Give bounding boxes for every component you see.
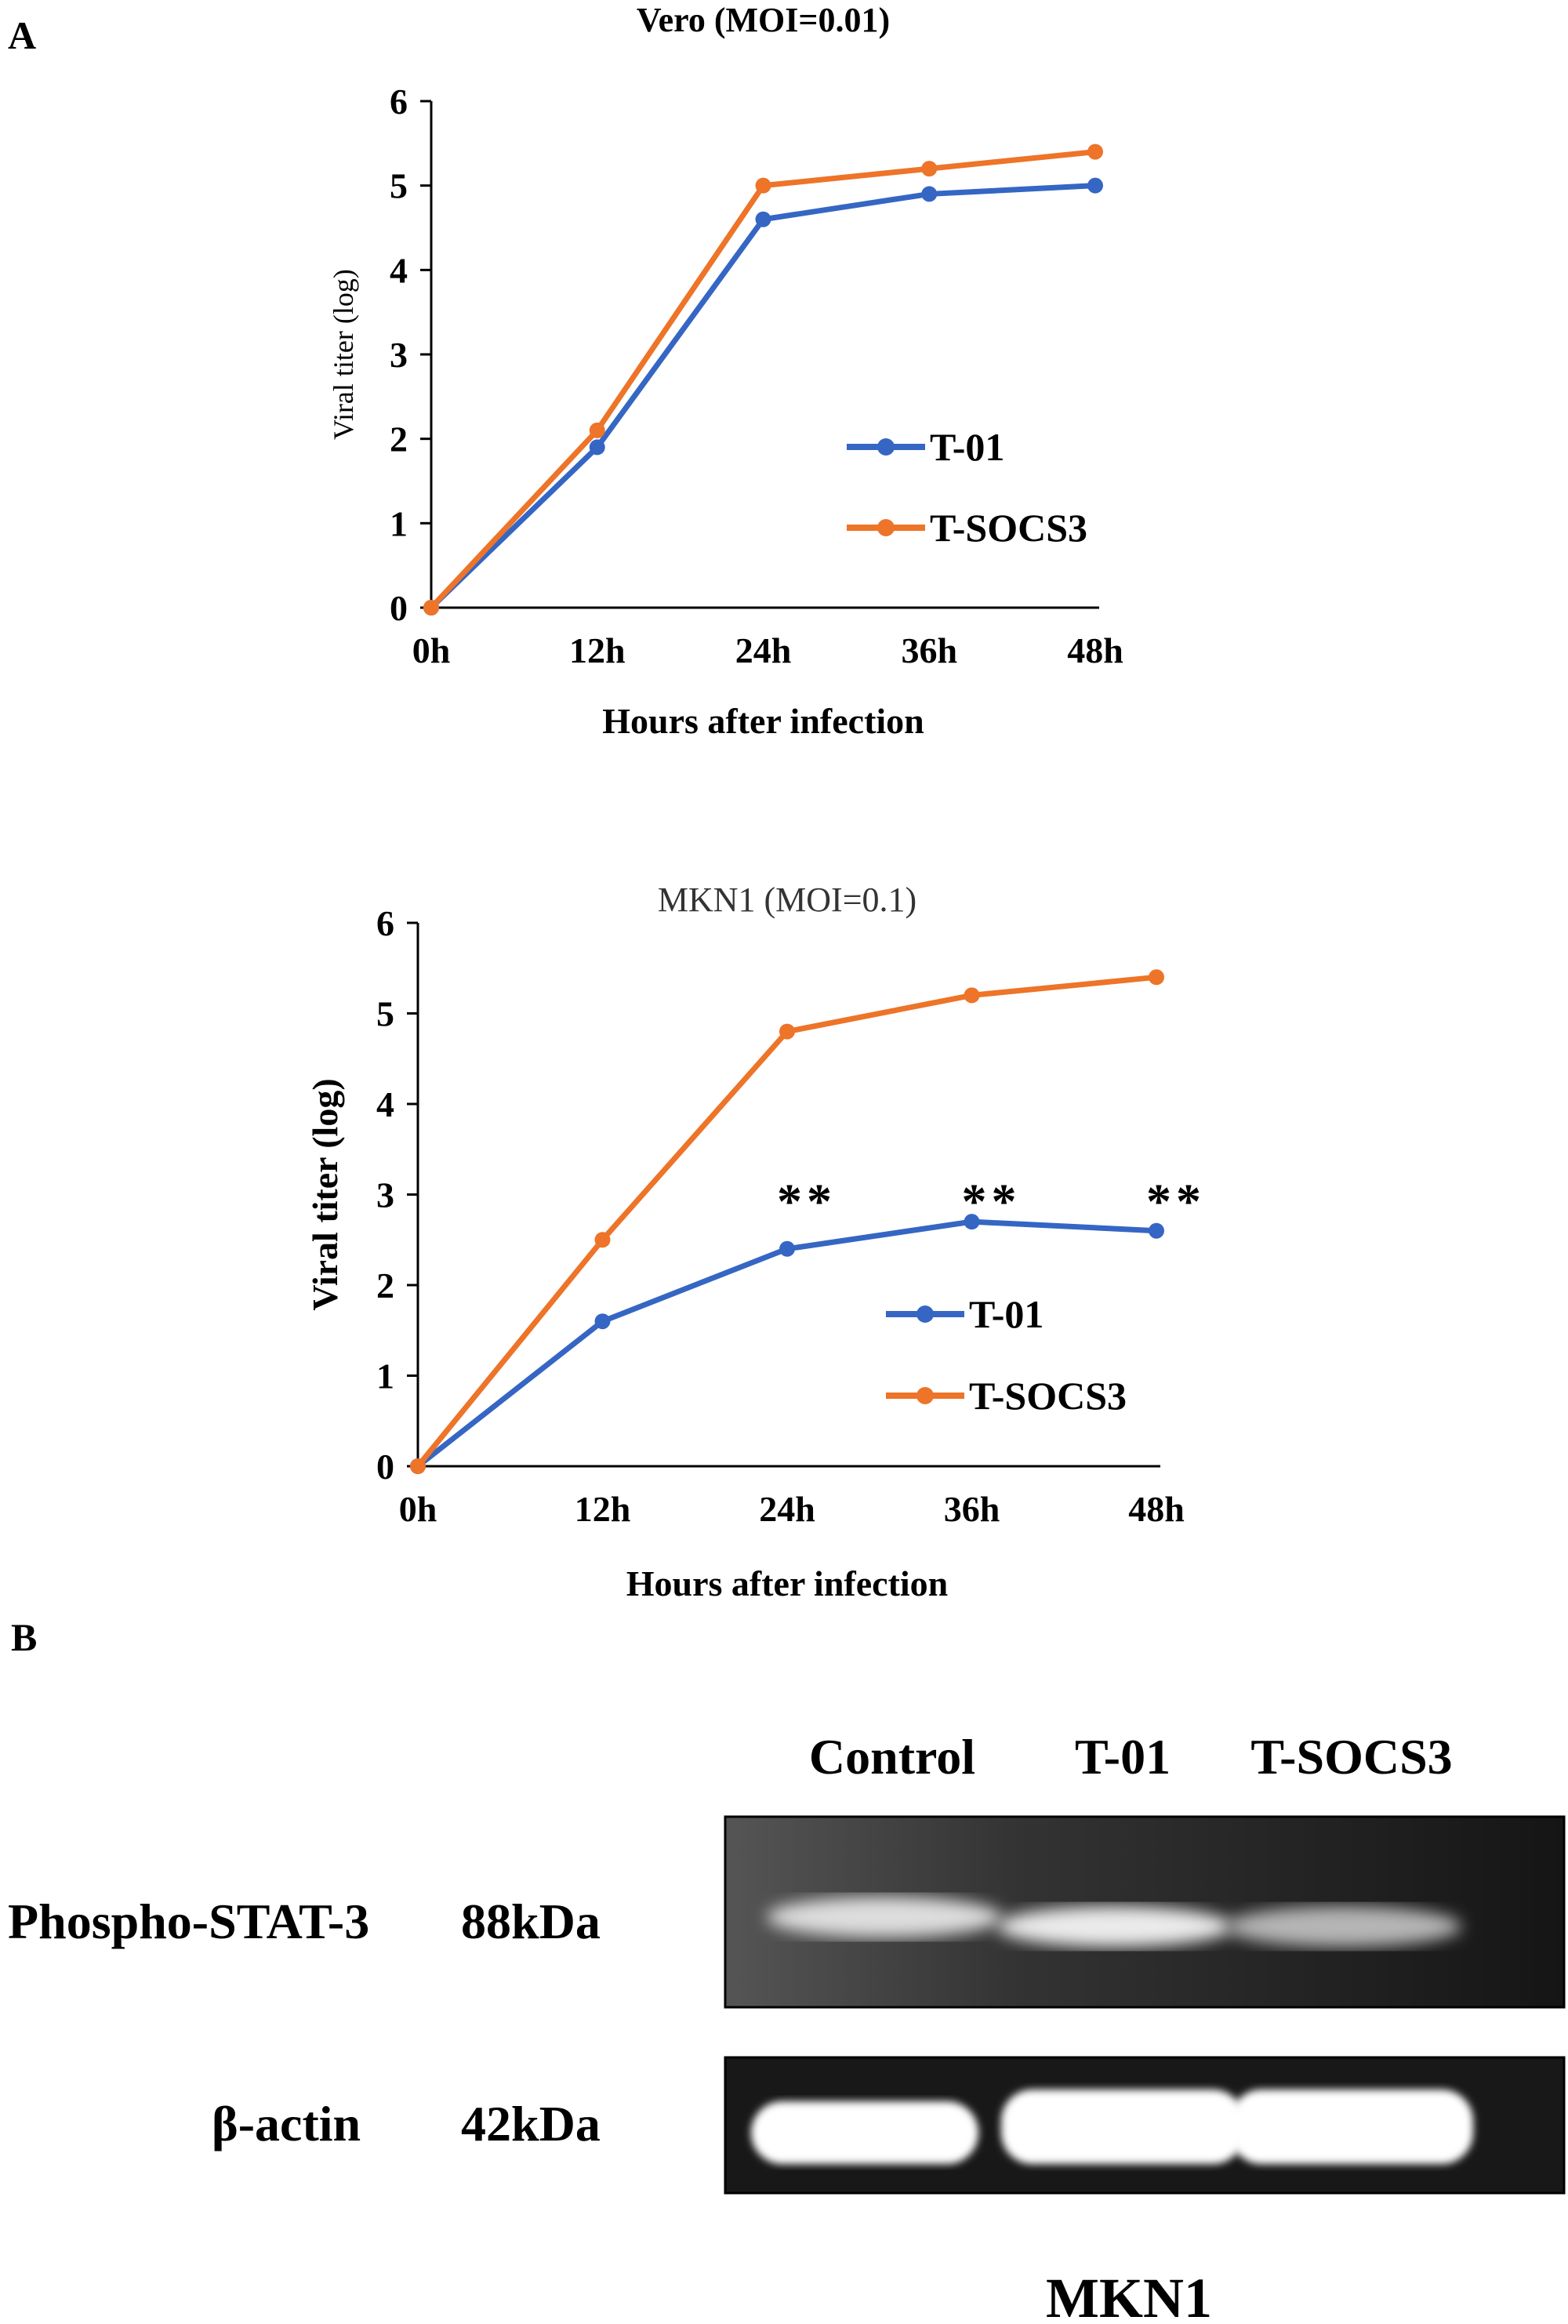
y-tick-label: 5 [376,994,394,1034]
data-point [921,186,938,202]
x-tick-label: 48h [1067,630,1123,670]
blot-bactin [724,2056,1566,2195]
y-tick-label: 1 [390,503,408,543]
y-tick-label: 0 [376,1447,394,1487]
y-tick-label: 2 [390,419,408,459]
x-tick-label: 48h [1128,1489,1185,1529]
legend-label: T-SOCS3 [930,506,1087,550]
legend-label: T-01 [969,1292,1044,1336]
data-point [755,177,771,194]
chart-mkn1: MKN1 (MOI=0.1) 0 1 2 3 4 5 6 0h 12h 24h 36h 48h Hours… [305,881,1206,1603]
lane-label-t01: T-01 [1075,1729,1171,1785]
legend-marker [877,519,895,536]
blot-pstat3 [724,1815,1566,2009]
x-tick-label: 36h [944,1489,1000,1529]
y-tick-label: 4 [390,250,408,290]
band-pstat3 [997,1906,1232,1947]
lane-label-control: Control [809,1729,975,1785]
y-tick-label: 6 [390,82,408,122]
chart-title: MKN1 (MOI=0.1) [658,881,916,919]
legend-marker [916,1387,934,1404]
y-tick-label: 1 [376,1356,394,1396]
data-point [964,987,980,1004]
data-point [594,1313,611,1330]
panel-label-b: B [11,1615,37,1659]
y-tick-label: 3 [390,335,408,375]
band-pstat3 [767,1897,1002,1937]
band-bactin [1001,2090,1244,2164]
significance-marker: ** [777,1174,837,1229]
legend-marker [877,438,895,456]
data-point [964,1214,980,1230]
x-axis-label: Hours after infection [626,1563,949,1603]
chart-title: Vero (MOI=0.01) [637,1,890,39]
panel-label-a: A [8,13,36,57]
data-point [1149,969,1164,986]
band-bactin [751,2101,978,2164]
western-blot: Control T-01 T-SOCS3 Phospho-STAT-3 88kD… [8,1729,1566,2324]
y-tick-label: 5 [390,166,408,206]
x-axis-label: Hours after infection [602,701,924,741]
band-pstat3 [1226,1906,1461,1947]
data-point [1087,143,1103,160]
x-tick-label: 12h [575,1489,631,1529]
x-tick-label: 0h [412,630,451,670]
data-point [755,211,771,227]
chart-vero: Vero (MOI=0.01) 0 1 2 3 4 5 6 0h 12h 24h 36h 48h Hour… [328,1,1123,741]
data-point [779,1023,795,1040]
significance-marker: ** [1146,1174,1206,1229]
y-tick-label: 2 [376,1265,394,1305]
data-point [921,161,938,177]
data-point [1149,1222,1164,1239]
lane-label-tsocs3: T-SOCS3 [1250,1729,1452,1785]
y-axis-label: Viral titer (log) [305,1078,345,1310]
x-tick-label: 36h [901,630,957,670]
data-point [1087,177,1103,194]
x-tick-label: 24h [735,630,792,670]
y-tick-label: 6 [376,903,394,943]
legend-label: T-01 [930,425,1004,469]
y-tick-label: 4 [376,1084,394,1124]
legend-marker [916,1305,934,1323]
protein-label-pstat3: Phospho-STAT-3 [8,1894,369,1949]
y-tick-label: 3 [376,1175,394,1215]
data-point [779,1240,795,1257]
y-tick-label: 0 [390,588,408,628]
cell-line-label: MKN1 [1046,2267,1212,2324]
series-line-t-01 [416,1218,1157,1469]
size-label-88kda: 88kDa [461,1894,601,1949]
y-axis-label: Viral titer (log) [328,269,359,440]
protein-label-bactin: β-actin [212,2096,361,2152]
legend-label: T-SOCS3 [969,1374,1127,1418]
x-tick-label: 0h [399,1489,437,1529]
data-point [589,439,605,456]
significance-marker: ** [962,1174,1022,1229]
data-point [594,1232,611,1248]
x-tick-label: 12h [569,630,626,670]
data-point [589,422,605,438]
data-point [423,600,439,615]
size-label-42kda: 42kDa [461,2096,601,2152]
data-point [410,1458,426,1474]
x-tick-label: 24h [759,1489,815,1529]
band-bactin [1230,2090,1473,2164]
